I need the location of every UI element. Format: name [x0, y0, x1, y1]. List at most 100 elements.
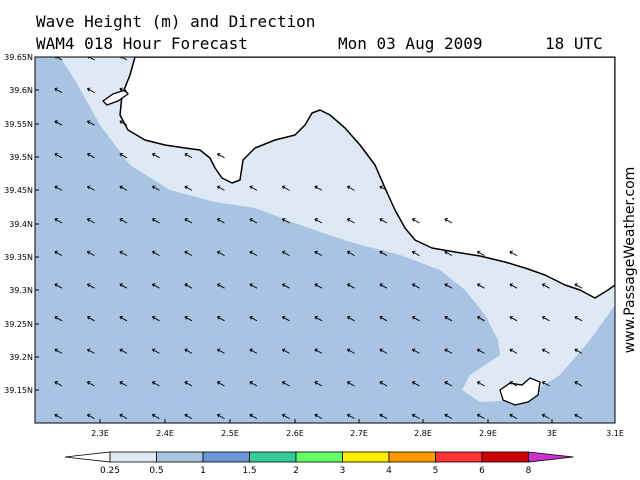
wave-direction-arrow: [346, 381, 355, 387]
map-title: Wave Height (m) and Direction: [36, 12, 316, 31]
wave-direction-arrow: [476, 283, 485, 289]
wave-direction-arrow: [184, 348, 193, 354]
wave-direction-arrow: [216, 315, 225, 322]
legend-label: 0.5: [149, 466, 163, 476]
wave-direction-arrow: [54, 413, 63, 419]
wave-direction-arrow: [216, 152, 225, 159]
wave-direction-arrow: [574, 348, 583, 354]
lat-tick-label: 39.55N: [4, 120, 33, 129]
wave-direction-arrow: [574, 315, 583, 322]
wave-direction-arrow: [119, 283, 128, 289]
wave-direction-arrow: [216, 185, 225, 191]
wave-direction-arrow: [281, 250, 290, 256]
wave-direction-arrow: [151, 185, 160, 191]
lat-tick-label: 39.65N: [4, 53, 33, 62]
wave-direction-arrow: [281, 413, 290, 419]
wave-direction-arrow: [119, 381, 128, 387]
lat-tick-label: 39.2N: [9, 353, 33, 362]
wave-direction-arrow: [86, 152, 95, 159]
wave-direction-arrow: [314, 250, 323, 256]
watermark: www.PassageWeather.com: [622, 167, 638, 354]
wave-direction-arrow: [379, 218, 388, 224]
watermark-text: www.PassageWeather.com: [622, 167, 638, 354]
wave-direction-arrow: [119, 185, 128, 191]
wave-direction-arrow: [86, 218, 95, 224]
legend-label: 3: [340, 466, 346, 476]
wave-direction-arrow: [249, 348, 258, 354]
wave-direction-arrow: [119, 152, 128, 159]
wave-direction-arrow: [574, 283, 583, 289]
wave-direction-arrow: [411, 413, 420, 419]
wave-direction-arrow: [379, 283, 388, 289]
lon-tick-label: 2.5E: [221, 429, 239, 438]
wave-direction-arrow: [249, 381, 258, 387]
wave-direction-arrow: [444, 381, 453, 387]
lon-tick-label: 2.8E: [414, 429, 432, 438]
wave-direction-arrow: [411, 250, 420, 256]
wave-direction-arrow: [314, 413, 323, 419]
wave-direction-arrow: [151, 250, 160, 256]
wave-direction-arrow: [54, 315, 63, 322]
legend-swatch: [249, 451, 297, 463]
wave-direction-arrow: [54, 152, 63, 159]
lon-tick-label: 2.4E: [156, 429, 174, 438]
wave-direction-arrow: [379, 381, 388, 387]
lat-tick-label: 39.15N: [4, 386, 33, 395]
wave-direction-arrow: [86, 413, 95, 419]
legend-swatch: [202, 451, 250, 463]
lat-tick-label: 39.3N: [9, 286, 33, 295]
lat-tick-label: 39.45N: [4, 186, 33, 195]
wave-direction-arrow: [509, 315, 518, 322]
wave-direction-arrow: [54, 218, 63, 224]
wave-direction-arrow: [184, 381, 193, 387]
lon-tick-label: 3E: [547, 429, 557, 438]
color-legend: 0.25 0.5 1 1.5 2 3 4 5 6 8: [64, 451, 574, 476]
wave-direction-arrow: [281, 283, 290, 289]
wave-direction-arrow: [86, 315, 95, 322]
forecast-time: 18 UTC: [545, 34, 603, 53]
wave-direction-arrow: [86, 348, 95, 354]
legend-swatch: [481, 451, 529, 463]
wave-direction-arrow: [216, 283, 225, 289]
land-dragonera-island: [101, 89, 129, 106]
wave-direction-arrow: [411, 315, 420, 322]
lon-tick-label: 2.3E: [91, 429, 109, 438]
wave-direction-arrow: [509, 381, 518, 387]
wave-direction-arrow: [541, 315, 550, 322]
wave-direction-arrow: [444, 218, 453, 224]
wave-direction-arrow: [346, 185, 355, 191]
wave-direction-arrow: [314, 283, 323, 289]
wave-direction-arrow: [444, 283, 453, 289]
wave-direction-arrow: [346, 283, 355, 289]
wave-direction-arrow: [86, 185, 95, 191]
legend-swatch: [388, 451, 436, 463]
wave-direction-arrow: [346, 218, 355, 224]
wave-direction-arrow: [54, 381, 63, 387]
model-forecast-label: WAM4 018 Hour Forecast: [36, 34, 248, 53]
legend-label: 4: [386, 466, 392, 476]
wave-direction-arrow: [411, 283, 420, 289]
legend-label: 1.5: [242, 466, 256, 476]
wave-direction-arrow: [216, 218, 225, 224]
wave-direction-arrow: [379, 413, 388, 419]
wave-direction-arrow: [346, 413, 355, 419]
map-frame: [34, 56, 616, 424]
lat-tick-label: 39.35N: [4, 253, 33, 262]
lon-tick-label: 3.1E: [606, 429, 624, 438]
wave-direction-arrow: [151, 218, 160, 224]
land-cabrera-island: [499, 377, 541, 406]
wave-direction-arrow: [379, 185, 388, 191]
wave-direction-arrow: [119, 413, 128, 419]
wave-direction-arrow: [249, 283, 258, 289]
wave-direction-arrow: [444, 315, 453, 322]
wave-direction-arrow: [151, 315, 160, 322]
legend-label: 0.25: [100, 466, 120, 476]
wave-direction-arrow: [574, 381, 583, 387]
wave-direction-arrow: [281, 315, 290, 322]
longitude-axis: 2.3E 2.4E 2.5E 2.6E 2.7E 2.8E 2.9E 3E 3.1E: [91, 419, 624, 438]
wave-direction-arrow: [54, 348, 63, 354]
wave-direction-arrow: [281, 218, 290, 224]
wave-direction-arrow: [249, 185, 258, 191]
lat-tick-label: 39.5N: [9, 153, 33, 162]
wave-direction-arrow: [476, 348, 485, 354]
